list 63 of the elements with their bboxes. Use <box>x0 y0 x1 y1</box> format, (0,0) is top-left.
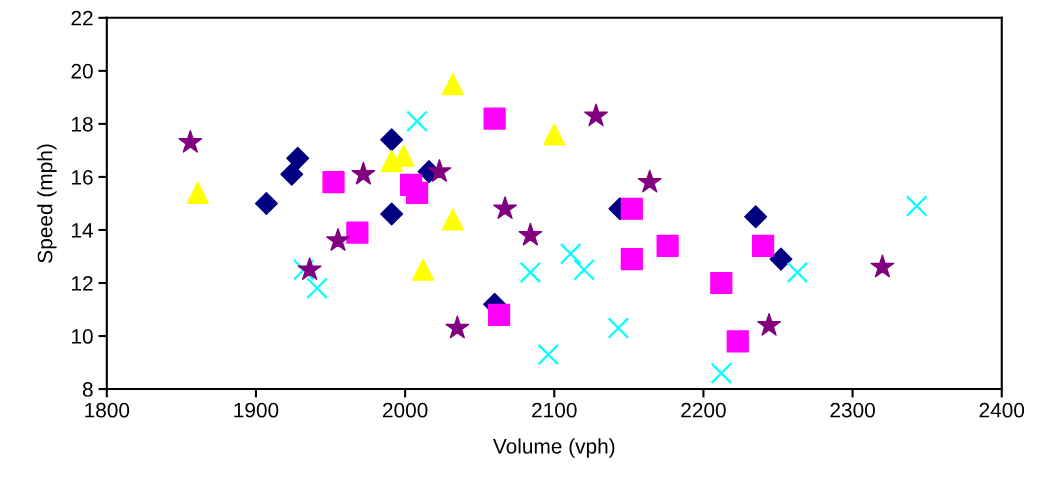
point <box>326 228 350 251</box>
x-tick-label: 2000 <box>383 402 428 418</box>
point <box>178 129 203 153</box>
point <box>710 362 733 384</box>
point <box>726 330 749 353</box>
y-tick-label: 20 <box>71 63 93 79</box>
y-tick-label: 22 <box>71 10 93 26</box>
point <box>411 258 435 281</box>
point <box>519 261 542 284</box>
point <box>306 277 328 300</box>
point <box>905 195 928 217</box>
y-tick-label: 12 <box>72 276 93 291</box>
point <box>637 169 662 193</box>
point <box>493 196 517 219</box>
x-tick-label: 2200 <box>681 402 726 418</box>
point <box>487 303 511 326</box>
point <box>620 248 643 271</box>
y-tick-label: 14 <box>72 223 94 238</box>
point <box>744 205 768 229</box>
point <box>380 202 404 226</box>
point <box>441 73 464 96</box>
point <box>445 315 470 339</box>
point <box>346 221 369 244</box>
y-axis-title: Speed (mph) <box>37 144 57 263</box>
point <box>620 197 643 220</box>
point <box>537 343 560 366</box>
point <box>292 258 315 281</box>
point <box>607 317 630 339</box>
point <box>286 146 310 170</box>
point <box>280 162 304 186</box>
y-tick-label: 8 <box>82 382 93 397</box>
point <box>427 159 452 182</box>
point <box>710 271 733 295</box>
point <box>322 171 345 194</box>
y-tick-label: 10 <box>72 329 93 344</box>
point <box>757 312 781 336</box>
point <box>573 258 595 281</box>
point <box>297 257 322 280</box>
point <box>559 243 582 265</box>
point <box>751 234 775 257</box>
x-tick-label: 2400 <box>979 402 1025 418</box>
point <box>870 254 895 278</box>
x-tick-label: 1900 <box>234 402 279 418</box>
point <box>186 181 209 204</box>
point <box>351 161 376 185</box>
point <box>543 123 566 146</box>
point <box>769 247 793 271</box>
y-tick-label: 16 <box>72 169 93 185</box>
y-tick-label: 18 <box>72 116 93 132</box>
point <box>786 261 809 284</box>
point <box>483 107 506 130</box>
point <box>405 181 429 204</box>
point <box>656 234 679 257</box>
x-tick-label: 2100 <box>532 402 577 418</box>
point <box>254 191 278 215</box>
point <box>518 222 543 246</box>
point <box>584 103 608 127</box>
point <box>380 128 404 152</box>
x-tick-label: 2300 <box>830 402 875 418</box>
x-axis-title: Volume (vph) <box>493 438 615 458</box>
point <box>441 208 464 231</box>
point <box>406 110 428 133</box>
x-tick-label: 1800 <box>85 402 130 418</box>
